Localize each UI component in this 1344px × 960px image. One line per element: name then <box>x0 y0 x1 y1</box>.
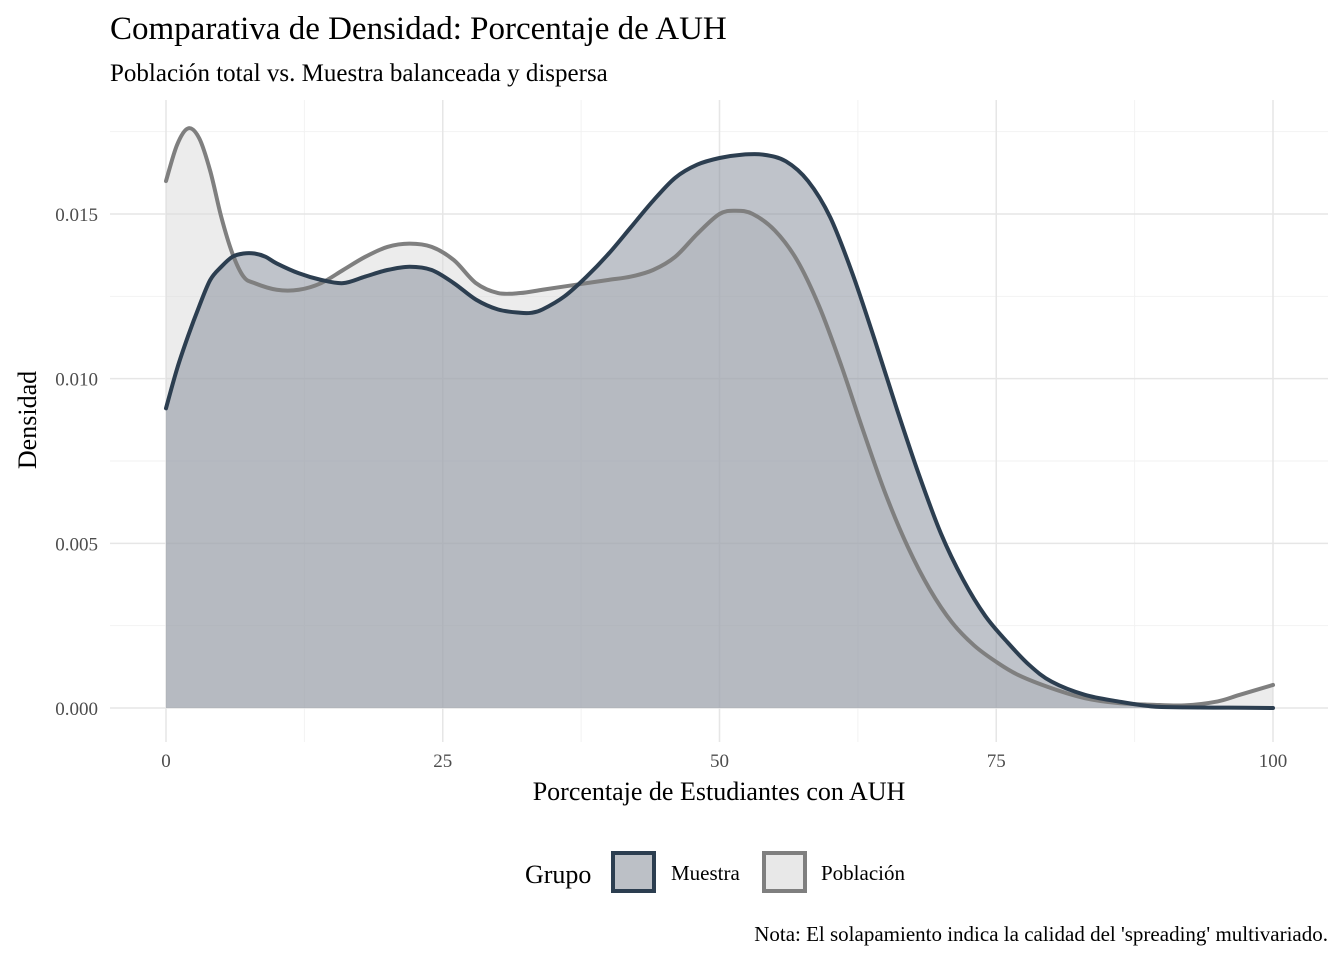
y-tick-label: 0.010 <box>55 370 98 391</box>
line-poblacion <box>164 126 1275 708</box>
x-axis-title: Porcentaje de Estudiantes con AUH <box>533 777 906 806</box>
chart-caption: Nota: El solapamiento indica la calidad … <box>754 922 1328 946</box>
chart-title: Comparativa de Densidad: Porcentaje de A… <box>110 11 727 47</box>
legend-key-poblacion <box>762 851 807 893</box>
y-tick-label: 0.005 <box>55 534 98 555</box>
x-tick-label: 75 <box>987 751 1006 772</box>
x-tick-label: 50 <box>710 751 729 772</box>
area-muestra <box>166 154 1273 709</box>
line-muestra <box>164 152 1275 710</box>
legend-label-muestra: Muestra <box>671 861 740 885</box>
chart-subtitle: Población total vs. Muestra balanceada y… <box>110 60 608 87</box>
density-areas <box>166 128 1273 709</box>
y-axis-title: Densidad <box>13 371 42 469</box>
x-tick-label: 100 <box>1259 751 1288 772</box>
y-tick-label: 0.000 <box>55 699 98 720</box>
legend-key-muestra <box>611 851 656 893</box>
legend-label-poblacion: Población <box>821 861 905 885</box>
y-tick-label: 0.015 <box>55 205 98 226</box>
legend: Grupo Muestra Población <box>525 851 905 893</box>
density-lines <box>164 126 1275 710</box>
x-tick-label: 0 <box>161 751 171 772</box>
x-axis-ticks: 0 25 50 75 100 <box>161 751 1287 772</box>
legend-title: Grupo <box>525 860 591 889</box>
y-axis-ticks: 0.000 0.005 0.010 0.015 <box>55 205 98 720</box>
x-tick-label: 25 <box>433 751 452 772</box>
